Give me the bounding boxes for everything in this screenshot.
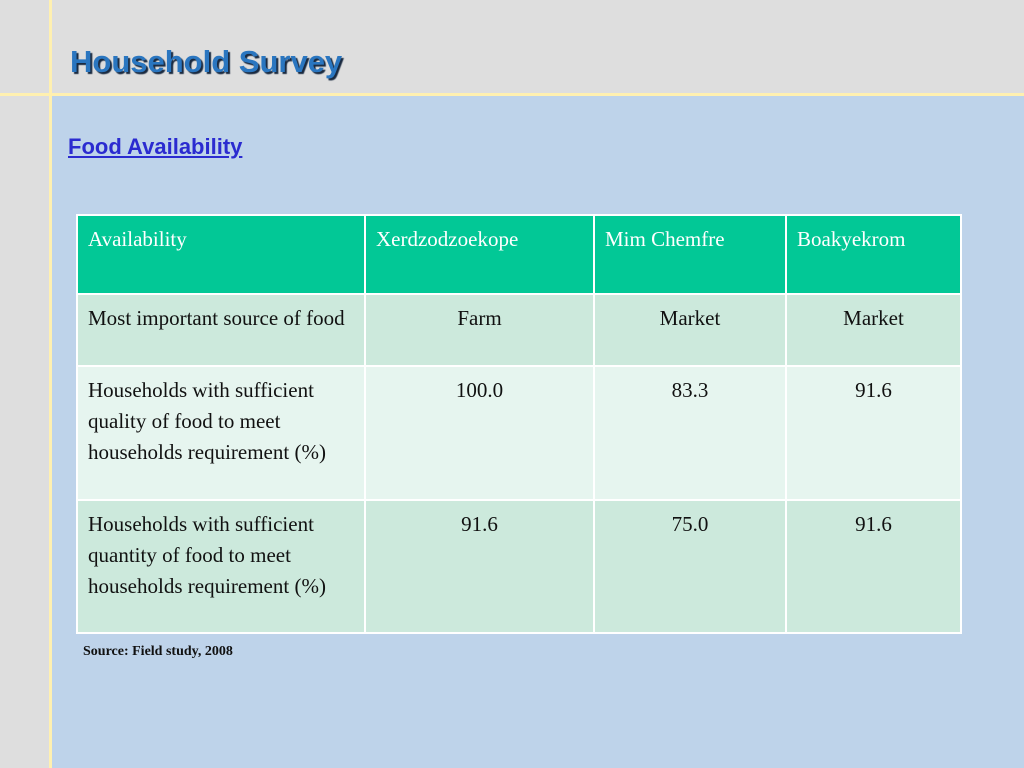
row-label: Households with sufficient quality of fo… (76, 365, 366, 501)
horizontal-divider (0, 93, 1024, 96)
table-cell: 100.0 (364, 365, 595, 501)
section-subtitle: Food Availability (68, 134, 243, 159)
table-cell: 75.0 (593, 499, 787, 634)
table-cell: Market (785, 293, 962, 367)
vertical-divider (49, 0, 52, 768)
table-cell: 91.6 (785, 365, 962, 501)
header-availability: Availability (76, 214, 366, 295)
table-cell: 83.3 (593, 365, 787, 501)
food-availability-table: Availability Xerdzodzoekope Mim Chemfre … (76, 214, 962, 634)
table-cell: Market (593, 293, 787, 367)
table-row: Households with sufficient quality of fo… (76, 365, 962, 501)
table-header-row: Availability Xerdzodzoekope Mim Chemfre … (76, 214, 962, 295)
table-cell: Farm (364, 293, 595, 367)
header-mim-chemfre: Mim Chemfre (593, 214, 787, 295)
table-cell: 91.6 (785, 499, 962, 634)
source-note: Source: Field study, 2008 (83, 644, 233, 659)
header-boakyekrom: Boakyekrom (785, 214, 962, 295)
header-xerdzodzoekope: Xerdzodzoekope (364, 214, 595, 295)
row-label: Households with sufficient quantity of f… (76, 499, 366, 634)
table-cell: 91.6 (364, 499, 595, 634)
table-row: Most important source of food Farm Marke… (76, 293, 962, 367)
table-row: Households with sufficient quantity of f… (76, 499, 962, 634)
slide-title: Household Survey (70, 44, 343, 79)
row-label: Most important source of food (76, 293, 366, 367)
